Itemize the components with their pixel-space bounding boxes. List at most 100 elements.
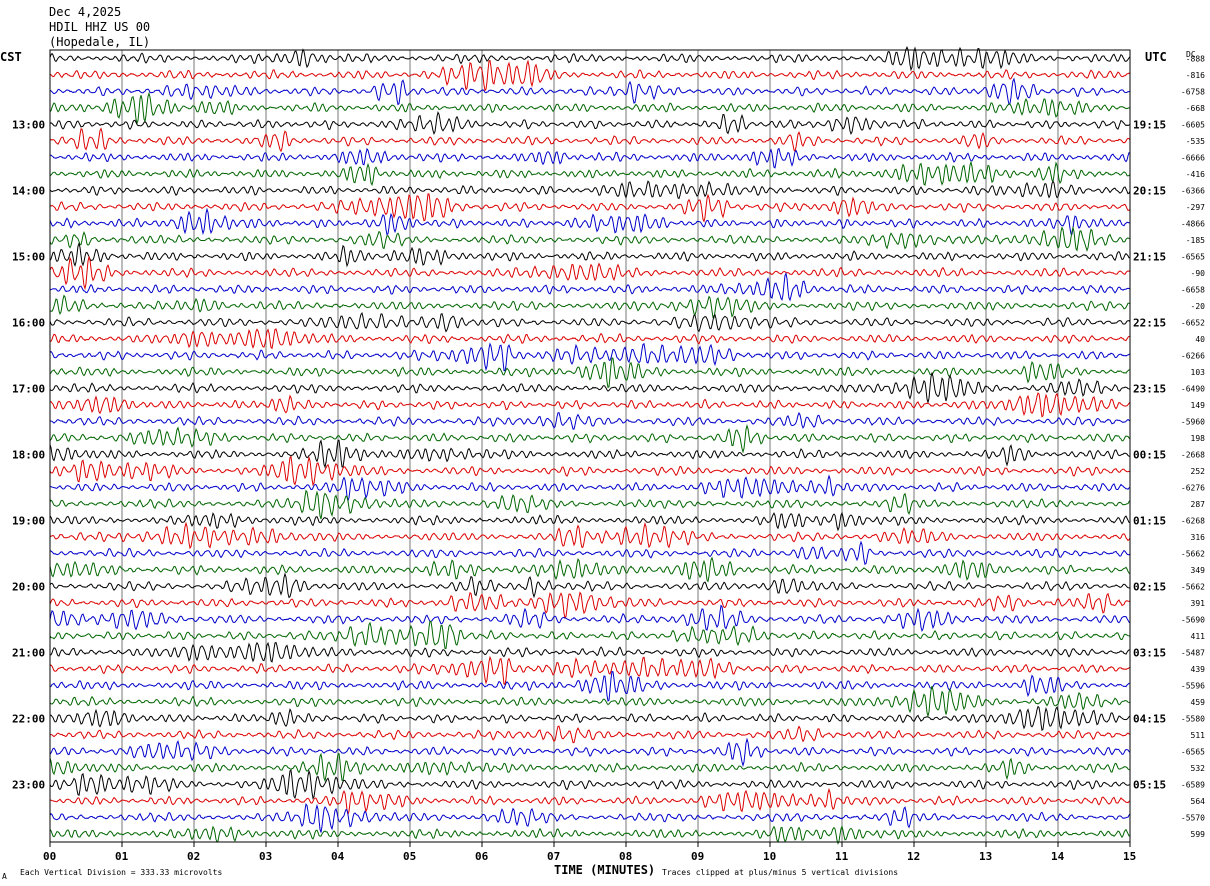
- trace-48: [49, 825, 1131, 845]
- left-hour-16:00: 16:00: [12, 316, 45, 329]
- trace-21: [49, 372, 1131, 403]
- dc-offset-22: 149: [1191, 401, 1206, 410]
- corner-mark: A: [2, 872, 7, 881]
- left-hour-21:00: 21:00: [12, 646, 45, 659]
- trace-37: [49, 641, 1131, 663]
- x-tick-label-05: 05: [403, 850, 416, 863]
- dc-offset-46: 564: [1191, 797, 1206, 806]
- dc-offset-15: -6658: [1181, 285, 1205, 294]
- trace-34: [49, 591, 1131, 620]
- right-hour-04:15: 04:15: [1133, 712, 1166, 725]
- dc-offset-20: 103: [1191, 368, 1206, 377]
- trace-16: [49, 294, 1131, 319]
- dc-offset-44: 532: [1191, 764, 1206, 773]
- dc-offset-42: 511: [1191, 731, 1206, 740]
- dc-offset-33: -5662: [1181, 582, 1205, 591]
- right-hour-03:15: 03:15: [1133, 646, 1166, 659]
- dc-offset-2: -816: [1186, 71, 1205, 80]
- seismic-traces: [49, 45, 1131, 845]
- right-hour-00:15: 00:15: [1133, 448, 1166, 461]
- trace-15: [49, 272, 1131, 302]
- dc-offset-6: -535: [1186, 137, 1205, 146]
- x-tick-label-11: 11: [835, 850, 849, 863]
- right-hour-05:15: 05:15: [1133, 778, 1166, 791]
- trace-46: [49, 787, 1131, 817]
- dc-offset-45: -6589: [1181, 780, 1205, 789]
- trace-45: [49, 769, 1130, 800]
- trace-6: [49, 127, 1131, 153]
- trace-27: [49, 474, 1131, 503]
- dc-offset-7: -6666: [1181, 153, 1205, 162]
- trace-18: [49, 328, 1131, 350]
- dc-offset-4: -668: [1186, 104, 1205, 113]
- left-axis-title: CST: [0, 50, 22, 64]
- trace-30: [49, 521, 1131, 550]
- dc-offset-9: -6366: [1181, 186, 1205, 195]
- dc-offset-28: 287: [1191, 500, 1206, 509]
- trace-41: [49, 705, 1131, 732]
- trace-33: [49, 572, 1130, 599]
- trace-38: [49, 655, 1131, 686]
- dc-offset-labels: -888 -816 -6758 -668 -6605 -535 -6666 -416 -6366…: [1181, 54, 1205, 839]
- trace-5: [49, 110, 1131, 136]
- dc-offset-1: -888: [1186, 54, 1205, 63]
- x-tick-label-15: 15: [1123, 850, 1136, 863]
- trace-9: [49, 180, 1131, 200]
- left-hour-22:00: 22:00: [12, 712, 45, 725]
- dc-offset-10: -297: [1186, 203, 1205, 212]
- trace-44: [49, 752, 1131, 783]
- header-date: Dec 4,2025: [49, 5, 121, 19]
- dc-offset-36: 411: [1191, 632, 1206, 641]
- dc-offset-8: -416: [1186, 170, 1205, 179]
- trace-28: [49, 489, 1131, 520]
- trace-14: [49, 255, 1131, 291]
- x-tick-label-02: 02: [187, 850, 200, 863]
- x-tick-label-10: 10: [763, 850, 776, 863]
- dc-offset-24: 198: [1191, 434, 1206, 443]
- x-tick-label-09: 09: [691, 850, 704, 863]
- header-station: HDIL HHZ US 00: [49, 20, 150, 34]
- trace-11: [49, 207, 1131, 236]
- left-hour-20:00: 20:00: [12, 580, 45, 593]
- trace-4: [49, 91, 1131, 126]
- right-hour-01:15: 01:15: [1133, 514, 1166, 527]
- x-tick-labels: 00 01 02 03 04 05 06 07 08 09 10 11 12 13 14 15: [43, 842, 1136, 863]
- x-tick-label-00: 00: [43, 850, 56, 863]
- x-tick-label-03: 03: [259, 850, 272, 863]
- dc-offset-12: -185: [1186, 236, 1205, 245]
- dc-offset-34: 391: [1191, 599, 1206, 608]
- x-tick-label-14: 14: [1051, 850, 1065, 863]
- right-hour-labels: 19:15 20:15 21:15 22:15 23:15 00:15 01:15 02:15…: [1133, 118, 1166, 791]
- dc-offset-43: -6565: [1181, 747, 1205, 756]
- x-tick-label-01: 01: [115, 850, 129, 863]
- trace-29: [49, 511, 1131, 532]
- left-hour-18:00: 18:00: [12, 448, 45, 461]
- dc-offset-32: 349: [1191, 566, 1206, 575]
- dc-offset-30: 316: [1191, 533, 1206, 542]
- left-hour-13:00: 13:00: [12, 118, 45, 131]
- trace-23: [49, 411, 1131, 430]
- dc-offset-29: -6268: [1181, 516, 1205, 525]
- trace-1: [49, 45, 1131, 72]
- left-hour-23:00: 23:00: [12, 778, 45, 791]
- x-tick-label-07: 07: [547, 850, 560, 863]
- dc-offset-25: -2668: [1181, 450, 1205, 459]
- time-gridlines: [49, 50, 1131, 842]
- dc-offset-16: -20: [1191, 302, 1206, 311]
- x-tick-label-08: 08: [619, 850, 632, 863]
- dc-column-title: DC: [1186, 50, 1196, 59]
- dc-offset-27: -6276: [1181, 483, 1205, 492]
- trace-20: [49, 357, 1131, 389]
- clip-note: Traces clipped at plus/minus 5 vertical …: [662, 868, 898, 877]
- dc-offset-3: -6758: [1181, 87, 1205, 96]
- trace-35: [49, 604, 1131, 632]
- trace-2: [49, 59, 1131, 92]
- scale-note: Each Vertical Division = 333.33 microvol…: [20, 868, 222, 877]
- dc-offset-11: -4866: [1181, 219, 1205, 228]
- right-hour-19:15: 19:15: [1133, 118, 1166, 131]
- dc-offset-47: -5570: [1181, 813, 1205, 822]
- left-hour-labels: 13:00 14:00 15:00 16:00 17:00 18:00 19:00 20:00…: [12, 118, 45, 791]
- left-hour-15:00: 15:00: [12, 250, 45, 263]
- trace-17: [49, 312, 1131, 333]
